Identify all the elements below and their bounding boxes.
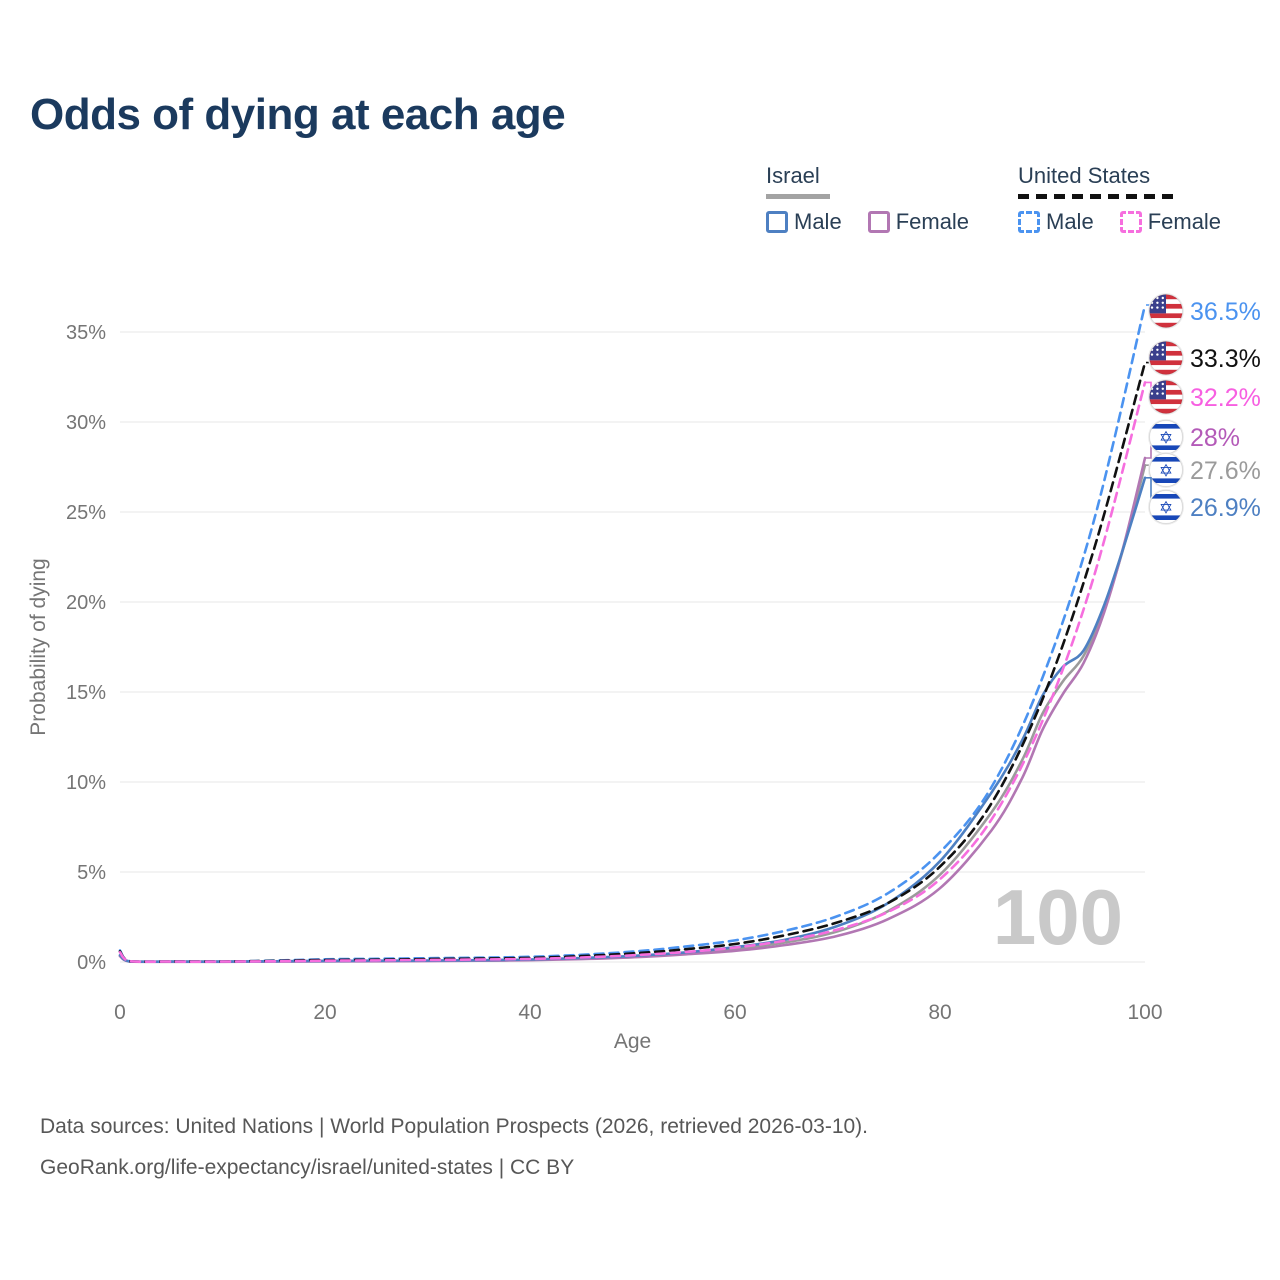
israel-male-swatch-icon	[766, 211, 788, 233]
series-line-us-female	[118, 381, 1147, 963]
us-flag-icon	[1148, 340, 1184, 376]
israel-flag-icon: ✡	[1148, 419, 1184, 455]
x-tick-label: 0	[114, 1001, 126, 1024]
y-tick-label: 0%	[77, 952, 106, 974]
israel-flag-icon: ✡	[1148, 489, 1184, 525]
end-label-value: 28%	[1190, 424, 1240, 452]
end-label-value: 26.9%	[1190, 494, 1261, 522]
x-tick-label: 20	[313, 1001, 336, 1024]
legend-item-us-male[interactable]: Male	[1018, 209, 1094, 235]
svg-text:✡: ✡	[1159, 429, 1173, 448]
legend-israel-title: Israel	[766, 163, 820, 188]
y-tick-label: 20%	[66, 592, 106, 614]
israel-female-swatch-icon	[867, 211, 890, 233]
legend-item-israel-female[interactable]: Female	[867, 209, 970, 235]
y-tick-label: 15%	[66, 682, 106, 704]
watermark-age: 100	[993, 873, 1123, 961]
series-line-israel-male	[118, 476, 1147, 964]
footer: Data sources: United Nations | World Pop…	[40, 1106, 868, 1188]
x-tick-label: 40	[518, 1001, 541, 1024]
end-label-value: 33.3%	[1190, 345, 1261, 373]
svg-text:✡: ✡	[1159, 462, 1173, 481]
data-sources-text: Data sources: United Nations | World Pop…	[40, 1115, 869, 1138]
legend-israel-combined-swatch[interactable]	[766, 194, 830, 199]
y-tick-label: 5%	[77, 862, 106, 884]
us-flag-icon	[1148, 293, 1184, 329]
page-title: Odds of dying at each age	[30, 90, 566, 139]
svg-text:✡: ✡	[1159, 499, 1173, 518]
y-axis-title: Probability of dying	[27, 558, 50, 735]
legend-group-united-states: United States Male Female	[1018, 163, 1221, 235]
us-female-swatch-icon	[1119, 211, 1142, 233]
israel-flag-icon: ✡	[1148, 452, 1184, 488]
us-flag-icon	[1148, 379, 1184, 415]
x-tick-label: 80	[928, 1001, 951, 1024]
end-label-value: 36.5%	[1190, 298, 1261, 326]
legend-us-title: United States	[1018, 163, 1151, 188]
x-tick-label: 100	[1127, 1001, 1162, 1024]
x-tick-label: 60	[723, 1001, 746, 1024]
attribution-link-text: GeoRank.org/life-expectancy/israel/unite…	[40, 1156, 575, 1179]
legend-us-combined-swatch[interactable]	[1018, 194, 1175, 199]
us-male-swatch-icon	[1018, 211, 1040, 233]
legend-group-israel: Israel Male Female	[766, 163, 969, 235]
legend-item-us-female[interactable]: Female	[1119, 209, 1222, 235]
x-axis-title: Age	[614, 1030, 651, 1053]
legend-us-male-label: Male	[1046, 209, 1094, 234]
legend-israel-female-label: Female	[895, 209, 970, 234]
series-line-israel-combined	[118, 463, 1147, 964]
series-line-israel-female	[118, 456, 1147, 964]
y-tick-label: 30%	[66, 412, 106, 434]
y-tick-label: 25%	[66, 502, 106, 524]
legend-item-israel-male[interactable]: Male	[766, 209, 842, 235]
end-label-value: 27.6%	[1190, 457, 1261, 485]
series-line-us-male	[118, 303, 1147, 963]
legend-us-female-label: Female	[1147, 209, 1222, 234]
end-label-value: 32.2%	[1190, 384, 1261, 412]
y-tick-label: 10%	[66, 772, 106, 794]
legend-israel-male-label: Male	[794, 209, 842, 234]
y-tick-label: 35%	[66, 322, 106, 344]
